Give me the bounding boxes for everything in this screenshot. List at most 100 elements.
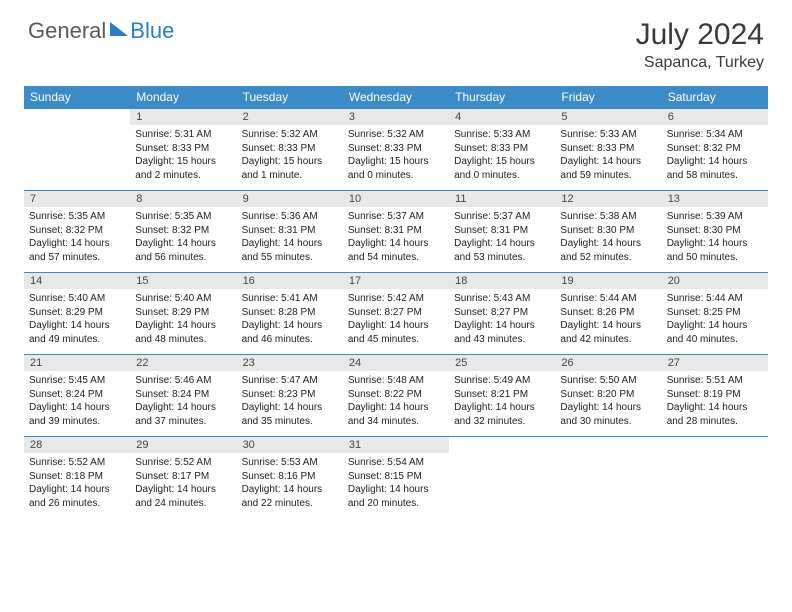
day-number: 2 <box>237 109 343 125</box>
calendar-row: 14Sunrise: 5:40 AMSunset: 8:29 PMDayligh… <box>24 273 768 355</box>
calendar-cell: 10Sunrise: 5:37 AMSunset: 8:31 PMDayligh… <box>343 191 449 273</box>
day-number: 9 <box>237 191 343 207</box>
calendar-cell: 30Sunrise: 5:53 AMSunset: 8:16 PMDayligh… <box>237 437 343 519</box>
calendar-cell: 15Sunrise: 5:40 AMSunset: 8:29 PMDayligh… <box>130 273 236 355</box>
calendar-cell: 6Sunrise: 5:34 AMSunset: 8:32 PMDaylight… <box>662 109 768 191</box>
calendar-row: 21Sunrise: 5:45 AMSunset: 8:24 PMDayligh… <box>24 355 768 437</box>
calendar-cell: 4Sunrise: 5:33 AMSunset: 8:33 PMDaylight… <box>449 109 555 191</box>
day-details: Sunrise: 5:33 AMSunset: 8:33 PMDaylight:… <box>449 125 555 190</box>
calendar-table: SundayMondayTuesdayWednesdayThursdayFrid… <box>24 86 768 518</box>
weekday-header: Friday <box>555 86 661 109</box>
weekday-header-row: SundayMondayTuesdayWednesdayThursdayFrid… <box>24 86 768 109</box>
day-number: 12 <box>555 191 661 207</box>
day-number: 1 <box>130 109 236 125</box>
calendar-cell: . <box>24 109 130 191</box>
calendar-cell: 7Sunrise: 5:35 AMSunset: 8:32 PMDaylight… <box>24 191 130 273</box>
calendar-cell: 1Sunrise: 5:31 AMSunset: 8:33 PMDaylight… <box>130 109 236 191</box>
calendar-row: 28Sunrise: 5:52 AMSunset: 8:18 PMDayligh… <box>24 437 768 519</box>
day-details: Sunrise: 5:35 AMSunset: 8:32 PMDaylight:… <box>24 207 130 272</box>
day-number: 23 <box>237 355 343 371</box>
day-details: Sunrise: 5:41 AMSunset: 8:28 PMDaylight:… <box>237 289 343 354</box>
day-details: Sunrise: 5:45 AMSunset: 8:24 PMDaylight:… <box>24 371 130 436</box>
day-number: 31 <box>343 437 449 453</box>
day-details: Sunrise: 5:37 AMSunset: 8:31 PMDaylight:… <box>343 207 449 272</box>
weekday-header: Wednesday <box>343 86 449 109</box>
day-number: 10 <box>343 191 449 207</box>
day-number: 24 <box>343 355 449 371</box>
calendar-cell: 12Sunrise: 5:38 AMSunset: 8:30 PMDayligh… <box>555 191 661 273</box>
calendar-cell: 20Sunrise: 5:44 AMSunset: 8:25 PMDayligh… <box>662 273 768 355</box>
calendar-cell: 9Sunrise: 5:36 AMSunset: 8:31 PMDaylight… <box>237 191 343 273</box>
calendar-cell: 16Sunrise: 5:41 AMSunset: 8:28 PMDayligh… <box>237 273 343 355</box>
day-details: Sunrise: 5:44 AMSunset: 8:25 PMDaylight:… <box>662 289 768 354</box>
calendar-cell: 11Sunrise: 5:37 AMSunset: 8:31 PMDayligh… <box>449 191 555 273</box>
calendar-cell: 22Sunrise: 5:46 AMSunset: 8:24 PMDayligh… <box>130 355 236 437</box>
day-number: 21 <box>24 355 130 371</box>
calendar-cell: 14Sunrise: 5:40 AMSunset: 8:29 PMDayligh… <box>24 273 130 355</box>
day-number: 28 <box>24 437 130 453</box>
calendar-cell: 13Sunrise: 5:39 AMSunset: 8:30 PMDayligh… <box>662 191 768 273</box>
calendar-cell: 21Sunrise: 5:45 AMSunset: 8:24 PMDayligh… <box>24 355 130 437</box>
calendar-cell: 23Sunrise: 5:47 AMSunset: 8:23 PMDayligh… <box>237 355 343 437</box>
day-details: Sunrise: 5:47 AMSunset: 8:23 PMDaylight:… <box>237 371 343 436</box>
calendar-cell: 19Sunrise: 5:44 AMSunset: 8:26 PMDayligh… <box>555 273 661 355</box>
calendar-cell: . <box>555 437 661 519</box>
logo-text-1: General <box>28 18 106 44</box>
calendar-row: . 1Sunrise: 5:31 AMSunset: 8:33 PMDaylig… <box>24 109 768 191</box>
day-details: Sunrise: 5:53 AMSunset: 8:16 PMDaylight:… <box>237 453 343 518</box>
day-number: 22 <box>130 355 236 371</box>
day-details: Sunrise: 5:33 AMSunset: 8:33 PMDaylight:… <box>555 125 661 190</box>
calendar-cell: 3Sunrise: 5:32 AMSunset: 8:33 PMDaylight… <box>343 109 449 191</box>
day-number: 3 <box>343 109 449 125</box>
day-details: Sunrise: 5:32 AMSunset: 8:33 PMDaylight:… <box>343 125 449 190</box>
day-details: Sunrise: 5:39 AMSunset: 8:30 PMDaylight:… <box>662 207 768 272</box>
day-number: 29 <box>130 437 236 453</box>
day-number: 5 <box>555 109 661 125</box>
calendar-cell: . <box>449 437 555 519</box>
day-details: Sunrise: 5:34 AMSunset: 8:32 PMDaylight:… <box>662 125 768 190</box>
day-details: Sunrise: 5:40 AMSunset: 8:29 PMDaylight:… <box>130 289 236 354</box>
day-details: Sunrise: 5:42 AMSunset: 8:27 PMDaylight:… <box>343 289 449 354</box>
weekday-header: Tuesday <box>237 86 343 109</box>
calendar-row: 7Sunrise: 5:35 AMSunset: 8:32 PMDaylight… <box>24 191 768 273</box>
day-details: Sunrise: 5:35 AMSunset: 8:32 PMDaylight:… <box>130 207 236 272</box>
logo-text-2: Blue <box>130 18 174 44</box>
day-details: Sunrise: 5:49 AMSunset: 8:21 PMDaylight:… <box>449 371 555 436</box>
day-details: Sunrise: 5:37 AMSunset: 8:31 PMDaylight:… <box>449 207 555 272</box>
calendar-cell: 5Sunrise: 5:33 AMSunset: 8:33 PMDaylight… <box>555 109 661 191</box>
day-number: 19 <box>555 273 661 289</box>
day-number: 26 <box>555 355 661 371</box>
day-number: 6 <box>662 109 768 125</box>
month-title: July 2024 <box>636 18 764 52</box>
day-details: Sunrise: 5:52 AMSunset: 8:17 PMDaylight:… <box>130 453 236 518</box>
weekday-header: Monday <box>130 86 236 109</box>
calendar-cell: 27Sunrise: 5:51 AMSunset: 8:19 PMDayligh… <box>662 355 768 437</box>
calendar-cell: 29Sunrise: 5:52 AMSunset: 8:17 PMDayligh… <box>130 437 236 519</box>
weekday-header: Saturday <box>662 86 768 109</box>
calendar-body: . 1Sunrise: 5:31 AMSunset: 8:33 PMDaylig… <box>24 109 768 519</box>
day-number: 18 <box>449 273 555 289</box>
weekday-header: Sunday <box>24 86 130 109</box>
day-details: Sunrise: 5:40 AMSunset: 8:29 PMDaylight:… <box>24 289 130 354</box>
day-number: 13 <box>662 191 768 207</box>
calendar-cell: 28Sunrise: 5:52 AMSunset: 8:18 PMDayligh… <box>24 437 130 519</box>
day-number: 14 <box>24 273 130 289</box>
day-details: Sunrise: 5:43 AMSunset: 8:27 PMDaylight:… <box>449 289 555 354</box>
day-details: Sunrise: 5:36 AMSunset: 8:31 PMDaylight:… <box>237 207 343 272</box>
day-number: 17 <box>343 273 449 289</box>
calendar-cell: 18Sunrise: 5:43 AMSunset: 8:27 PMDayligh… <box>449 273 555 355</box>
day-number: 20 <box>662 273 768 289</box>
day-details: Sunrise: 5:32 AMSunset: 8:33 PMDaylight:… <box>237 125 343 190</box>
day-number: 16 <box>237 273 343 289</box>
title-block: July 2024 Sapanca, Turkey <box>636 18 764 72</box>
day-details: Sunrise: 5:48 AMSunset: 8:22 PMDaylight:… <box>343 371 449 436</box>
calendar-cell: 24Sunrise: 5:48 AMSunset: 8:22 PMDayligh… <box>343 355 449 437</box>
day-number: 30 <box>237 437 343 453</box>
day-details: Sunrise: 5:44 AMSunset: 8:26 PMDaylight:… <box>555 289 661 354</box>
day-details: Sunrise: 5:38 AMSunset: 8:30 PMDaylight:… <box>555 207 661 272</box>
calendar-cell: 31Sunrise: 5:54 AMSunset: 8:15 PMDayligh… <box>343 437 449 519</box>
day-number: 25 <box>449 355 555 371</box>
day-details: Sunrise: 5:46 AMSunset: 8:24 PMDaylight:… <box>130 371 236 436</box>
day-details: Sunrise: 5:51 AMSunset: 8:19 PMDaylight:… <box>662 371 768 436</box>
calendar-cell: 25Sunrise: 5:49 AMSunset: 8:21 PMDayligh… <box>449 355 555 437</box>
